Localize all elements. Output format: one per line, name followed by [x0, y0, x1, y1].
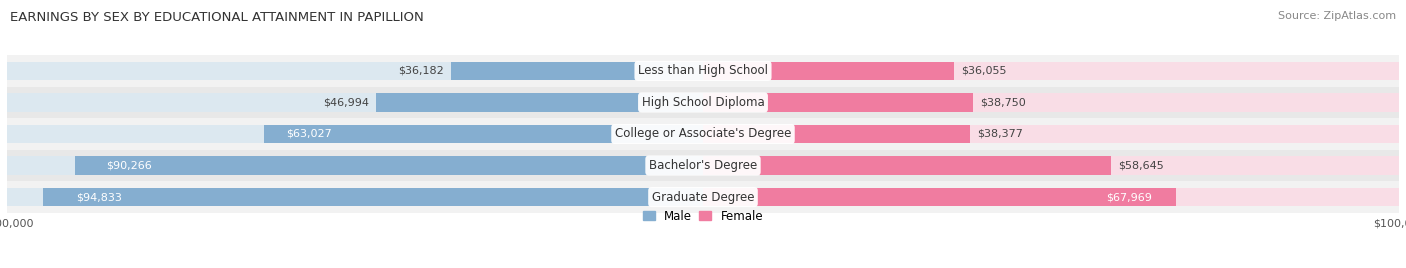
Text: $67,969: $67,969 [1107, 192, 1153, 202]
Bar [264, 125, 703, 143]
Bar [375, 93, 703, 111]
Text: College or Associate's Degree: College or Associate's Degree [614, 128, 792, 140]
Bar [703, 125, 1399, 143]
Text: $46,994: $46,994 [323, 98, 368, 107]
Text: High School Diploma: High School Diploma [641, 96, 765, 109]
Text: $94,833: $94,833 [76, 192, 122, 202]
Bar [703, 62, 953, 80]
Bar [703, 62, 1399, 80]
Bar [703, 157, 1111, 175]
Bar [703, 188, 1175, 206]
Bar [7, 157, 703, 175]
Bar [7, 125, 703, 143]
Text: Less than High School: Less than High School [638, 64, 768, 77]
Bar [703, 125, 970, 143]
Bar [703, 93, 1399, 111]
Legend: Male, Female: Male, Female [638, 205, 768, 227]
Text: $38,750: $38,750 [980, 98, 1025, 107]
Bar [7, 93, 703, 111]
Bar [7, 150, 1399, 181]
Bar [7, 55, 1399, 87]
Bar [703, 93, 973, 111]
Text: $36,182: $36,182 [398, 66, 444, 76]
Bar [7, 62, 703, 80]
Bar [451, 62, 703, 80]
Bar [44, 188, 703, 206]
Text: $90,266: $90,266 [107, 161, 152, 170]
Text: EARNINGS BY SEX BY EDUCATIONAL ATTAINMENT IN PAPILLION: EARNINGS BY SEX BY EDUCATIONAL ATTAINMEN… [10, 11, 423, 24]
Bar [703, 188, 1399, 206]
Text: Bachelor's Degree: Bachelor's Degree [650, 159, 756, 172]
Text: $63,027: $63,027 [287, 129, 332, 139]
Bar [703, 157, 1399, 175]
Text: $36,055: $36,055 [960, 66, 1007, 76]
Text: $38,377: $38,377 [977, 129, 1024, 139]
Bar [7, 181, 1399, 213]
Bar [7, 188, 703, 206]
Bar [7, 87, 1399, 118]
Text: Source: ZipAtlas.com: Source: ZipAtlas.com [1278, 11, 1396, 21]
Text: Graduate Degree: Graduate Degree [652, 191, 754, 204]
Bar [7, 118, 1399, 150]
Text: $58,645: $58,645 [1118, 161, 1164, 170]
Bar [75, 157, 703, 175]
